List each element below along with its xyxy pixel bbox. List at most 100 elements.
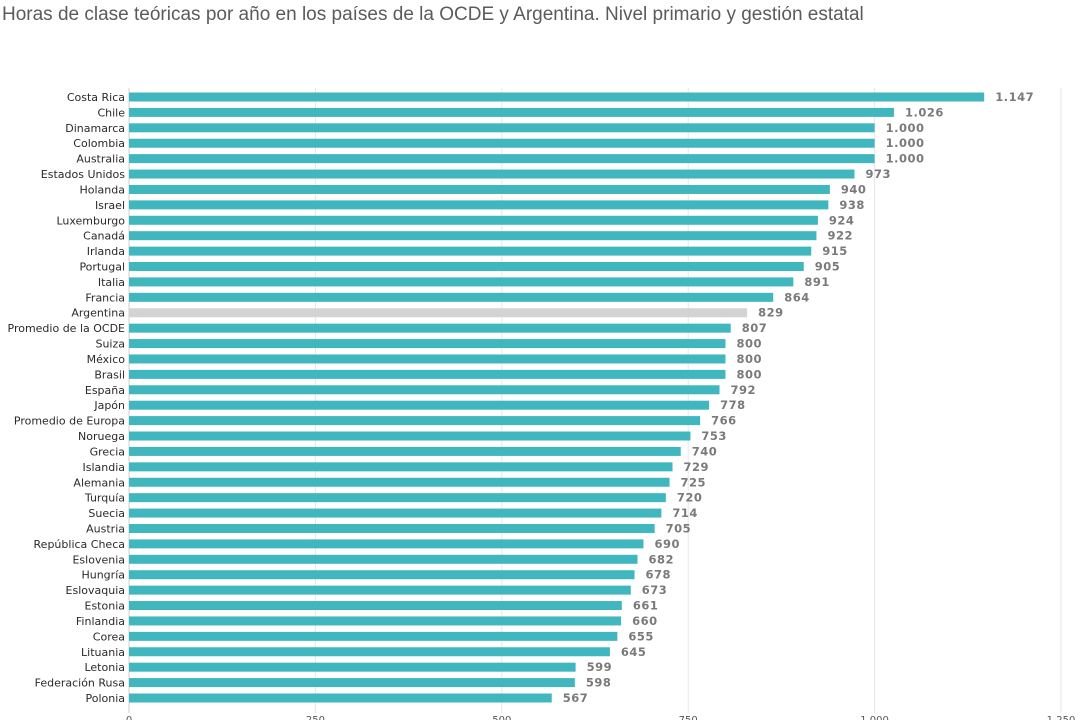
category-label: Estados Unidos <box>41 168 125 181</box>
value-label: 938 <box>839 198 865 212</box>
value-label: 655 <box>628 629 654 643</box>
value-label: 660 <box>632 614 658 628</box>
value-label: 766 <box>711 414 737 428</box>
category-label: Suiza <box>95 338 125 351</box>
bar <box>129 616 622 626</box>
value-label: 753 <box>701 429 727 443</box>
value-label: 599 <box>587 660 613 674</box>
value-label: 973 <box>865 167 891 181</box>
bar <box>129 462 673 472</box>
value-label: 800 <box>736 352 762 366</box>
value-label: 1.147 <box>995 90 1034 104</box>
chart-title: Horas de clase teóricas por año en los p… <box>2 4 864 25</box>
bar <box>129 339 726 349</box>
category-label: Lituania <box>81 646 125 659</box>
category-label: Suecia <box>88 507 125 520</box>
bar <box>129 138 875 148</box>
value-label: 915 <box>822 244 848 258</box>
category-label: Polonia <box>85 692 125 705</box>
category-label: Chile <box>97 106 125 119</box>
category-label: México <box>87 353 126 366</box>
bar <box>129 493 666 503</box>
value-label: 598 <box>586 676 612 690</box>
category-label: Canadá <box>83 230 125 243</box>
category-label: Turquía <box>84 492 125 505</box>
category-label: Eslovenia <box>72 553 125 566</box>
category-label: Alemania <box>73 476 125 489</box>
x-tick-label: 250 <box>306 715 325 720</box>
value-label: 807 <box>742 321 768 335</box>
bar <box>129 323 731 333</box>
bar <box>129 292 774 302</box>
category-label: República Checa <box>34 538 125 551</box>
category-label: Promedio de la OCDE <box>8 322 126 335</box>
value-label: 891 <box>804 275 830 289</box>
bar <box>129 184 830 194</box>
bar <box>129 308 748 318</box>
bar <box>129 277 794 287</box>
bar <box>129 678 575 688</box>
value-label: 792 <box>731 383 757 397</box>
value-label: 567 <box>563 691 589 705</box>
bar <box>129 662 576 672</box>
category-label: Holanda <box>80 183 126 196</box>
category-label: Eslovaquia <box>66 584 125 597</box>
value-label: 1.000 <box>886 121 925 135</box>
bar <box>129 354 726 364</box>
bar <box>129 693 552 703</box>
bar <box>129 601 622 611</box>
value-label: 924 <box>829 213 855 227</box>
value-label: 678 <box>646 568 672 582</box>
value-label: 1.000 <box>886 152 925 166</box>
bar <box>129 231 817 241</box>
category-label: Colombia <box>73 137 125 150</box>
x-tick-label: 0 <box>126 715 132 720</box>
value-label: 800 <box>736 337 762 351</box>
value-label: 905 <box>815 260 841 274</box>
bar <box>129 169 855 179</box>
value-label: 864 <box>784 290 810 304</box>
bar <box>129 446 681 456</box>
bar <box>129 523 655 533</box>
category-label: España <box>85 384 125 397</box>
bar <box>129 570 635 580</box>
value-label: 829 <box>758 306 784 320</box>
category-label: Dinamarca <box>65 122 125 135</box>
category-label: Japón <box>93 399 125 412</box>
category-label: Promedio de Europa <box>14 415 125 428</box>
value-label: 705 <box>666 521 692 535</box>
value-label: 661 <box>633 599 659 613</box>
category-label: Federación Rusa <box>35 677 125 690</box>
bar <box>129 200 829 210</box>
category-label: Hungría <box>81 569 125 582</box>
bar <box>129 554 638 564</box>
bar <box>129 647 610 657</box>
value-label: 940 <box>841 182 867 196</box>
category-label: Argentina <box>71 307 125 320</box>
category-label: Austria <box>86 522 125 535</box>
category-label: Corea <box>93 630 125 643</box>
x-tick-label: 500 <box>492 715 511 720</box>
value-label: 800 <box>736 367 762 381</box>
category-label: Portugal <box>79 261 125 274</box>
bar <box>129 431 691 441</box>
bar <box>129 508 662 518</box>
category-label: Islandia <box>82 461 125 474</box>
value-label: 725 <box>681 475 707 489</box>
value-label: 1.000 <box>886 136 925 150</box>
category-label: Francia <box>85 291 125 304</box>
value-label: 682 <box>648 552 674 566</box>
value-label: 645 <box>621 645 647 659</box>
bar <box>129 92 985 102</box>
value-label: 922 <box>827 229 853 243</box>
x-tick-label: 1.250 <box>1047 715 1076 720</box>
category-label: Finlandia <box>76 615 125 628</box>
value-label: 690 <box>654 537 680 551</box>
category-label: Brasil <box>94 368 125 381</box>
category-label: Grecia <box>90 445 125 458</box>
category-label: Costa Rica <box>67 91 125 104</box>
bar <box>129 107 894 117</box>
category-label: Australia <box>76 153 125 166</box>
value-label: 729 <box>684 460 710 474</box>
